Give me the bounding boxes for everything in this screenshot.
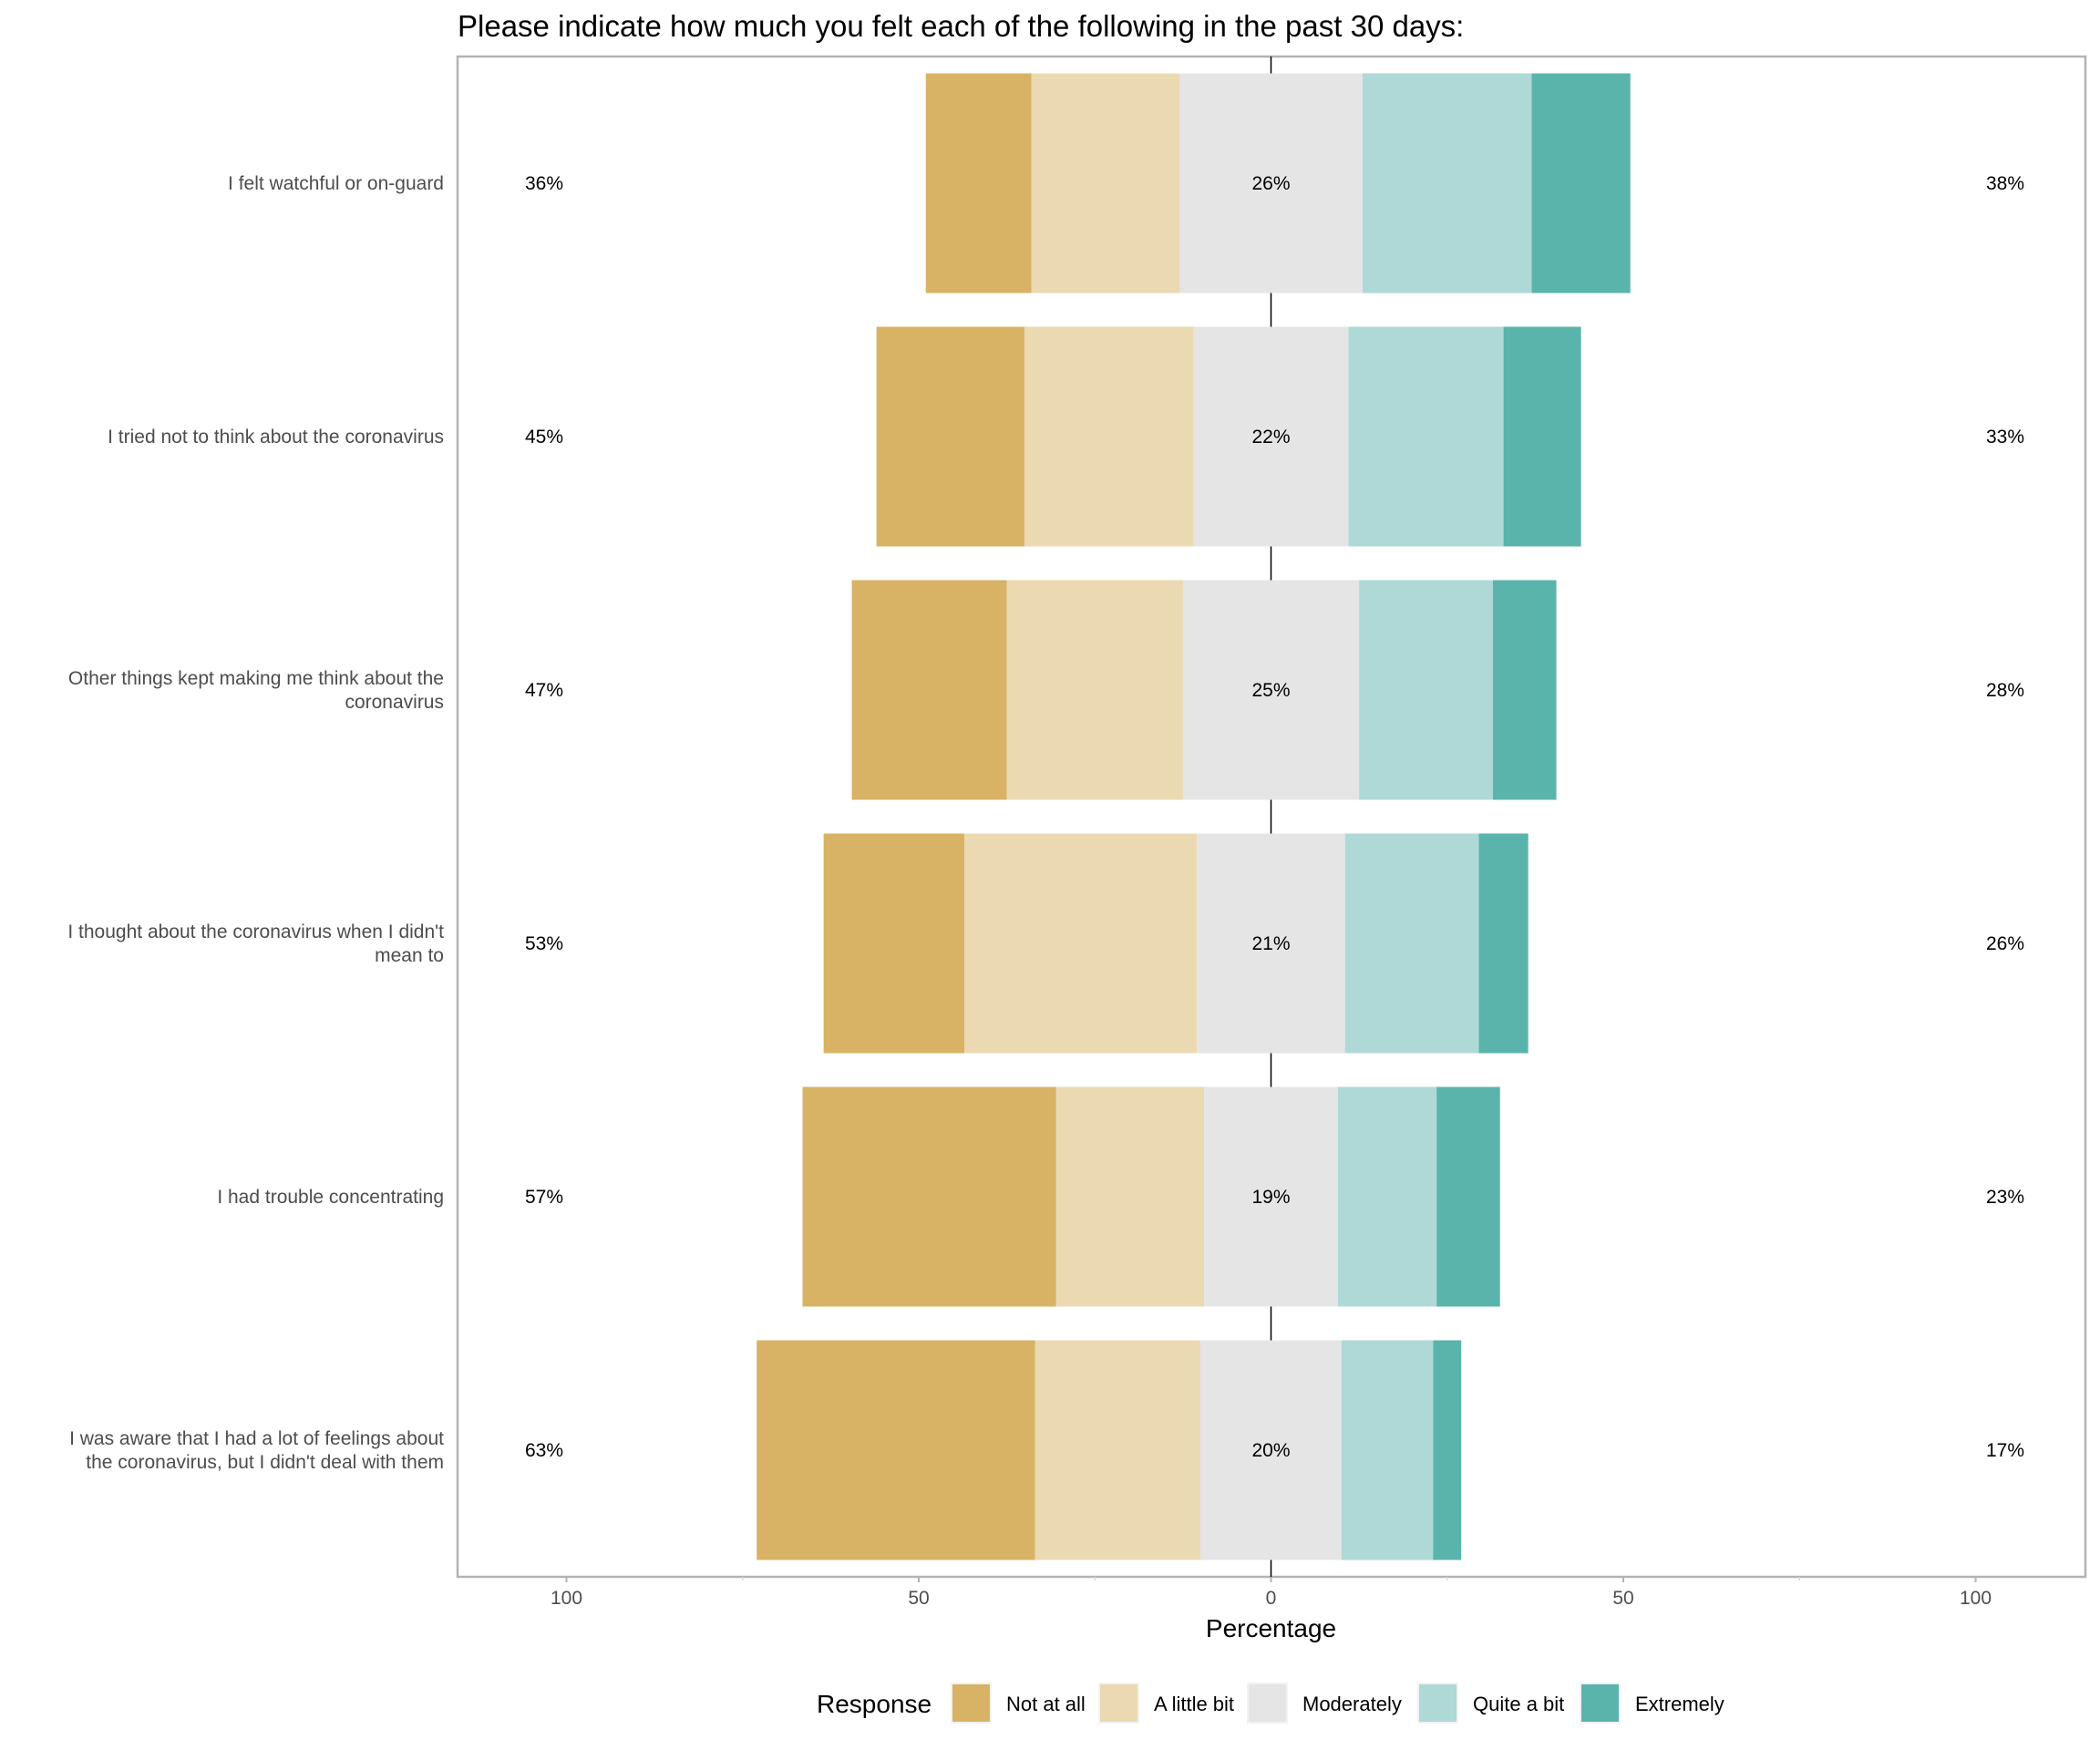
label-low-percent: 47% [525,680,563,701]
label-high-percent: 26% [1986,933,2024,954]
label-low-percent: 57% [525,1187,563,1208]
y-axis-label: Other things kept making me think about … [68,668,444,713]
x-tick-label: 50 [908,1588,929,1609]
legend-swatch [1247,1683,1288,1724]
chart-title: Please indicate how much you felt each o… [458,9,1464,43]
x-axis-title: Percentage [1206,1614,1336,1642]
bar-row [823,833,1529,1054]
bar-segment-not-at-all [925,73,1032,293]
y-axis-label: I thought about the coronavirus when I d… [67,921,444,966]
x-axis: 100 50 0 50 100 [551,1577,1992,1609]
bar-segment-quite-a-bit [1359,580,1493,800]
legend-item: Extremely [1580,1683,1724,1724]
bar-row [925,73,1631,293]
y-axis-label: I felt watchful or on-guard [228,173,444,194]
legend-label: A little bit [1154,1693,1234,1715]
bar-segment-extremely [1503,326,1581,547]
bar-segment-a-little-bit [1035,1340,1201,1560]
bar-segment-not-at-all [823,833,965,1054]
x-tick-label: 100 [1960,1588,1992,1609]
bar-segment-a-little-bit [1055,1086,1205,1307]
bar-segment-not-at-all [876,326,1024,547]
x-tick-label: 50 [1612,1588,1633,1609]
label-neutral-percent: 26% [1251,173,1290,194]
y-axis-labels: I felt watchful or on-guard I tried not t… [67,173,444,1473]
bar-segment-extremely [1531,73,1631,293]
y-axis-label: I was aware that I had a lot of feelings… [69,1428,444,1473]
label-low-percent: 53% [525,933,563,954]
label-high-percent: 17% [1986,1440,2024,1461]
legend-swatch [1417,1683,1458,1724]
label-neutral-percent: 25% [1251,680,1290,701]
legend-swatch [1580,1683,1621,1724]
bar-segment-a-little-bit [1031,73,1180,293]
bars-layer [757,73,1631,1560]
legend-swatch [951,1683,992,1724]
label-high-percent: 33% [1986,427,2024,448]
legend-item: Moderately [1247,1683,1402,1724]
legend: Response Not at all A little bit Moderately… [817,1683,1724,1724]
bar-segment-moderately [1200,1340,1342,1560]
x-tick-label: 100 [551,1588,582,1609]
bar-segment-moderately [1197,833,1345,1054]
bar-segment-a-little-bit [1006,580,1183,800]
bar-segment-quite-a-bit [1341,1340,1434,1560]
bar-segment-a-little-bit [964,833,1198,1054]
bar-segment-quite-a-bit [1362,73,1532,293]
label-high-percent: 38% [1986,173,2024,194]
label-high-percent: 23% [1986,1187,2024,1208]
plot-panel [456,55,2087,1579]
y-axis-label: I tried not to think about the coronavir… [108,427,444,448]
bar-segment-extremely [1492,580,1557,800]
bar-segment-quite-a-bit [1337,1086,1437,1307]
bar-segment-not-at-all [851,580,1007,800]
bar-segment-a-little-bit [1024,326,1194,547]
bar-segment-extremely [1478,833,1529,1054]
label-high-percent: 28% [1986,680,2024,701]
legend-swatch [1098,1683,1139,1724]
legend-item: Not at all [951,1683,1086,1724]
bar-segment-moderately [1179,73,1363,293]
bar-row [757,1340,1462,1560]
bar-segment-quite-a-bit [1348,326,1504,547]
label-low-percent: 45% [525,427,563,448]
bar-row [851,580,1557,800]
percent-labels: 36% 26% 38% 45% 22% 33% 47% 25% 28% 53% 21% 26% 57% 1… [525,173,2024,1461]
legend-label: Not at all [1006,1693,1086,1715]
bar-segment-quite-a-bit [1344,833,1479,1054]
label-neutral-percent: 20% [1251,1440,1290,1461]
legend-label: Quite a bit [1473,1693,1564,1715]
x-tick-label: 0 [1266,1588,1277,1609]
legend-label: Moderately [1302,1693,1402,1715]
label-low-percent: 36% [525,173,563,194]
label-neutral-percent: 19% [1251,1187,1290,1208]
bar-segment-moderately [1193,326,1349,547]
y-axis-label: I had trouble concentrating [217,1187,444,1208]
label-low-percent: 63% [525,1440,563,1461]
bar-segment-extremely [1436,1086,1500,1307]
label-neutral-percent: 22% [1251,427,1290,448]
legend-item: Quite a bit [1417,1683,1564,1724]
bar-segment-not-at-all [757,1340,1035,1560]
bar-row [876,326,1581,547]
legend-label: Extremely [1635,1693,1724,1715]
bar-row [802,1086,1500,1307]
bar-segment-moderately [1204,1086,1338,1307]
legend-item: A little bit [1098,1683,1234,1724]
bar-segment-moderately [1182,580,1360,800]
bar-segment-extremely [1433,1340,1462,1560]
label-neutral-percent: 21% [1251,933,1290,954]
bar-segment-not-at-all [802,1086,1056,1307]
legend-title: Response [817,1690,932,1718]
